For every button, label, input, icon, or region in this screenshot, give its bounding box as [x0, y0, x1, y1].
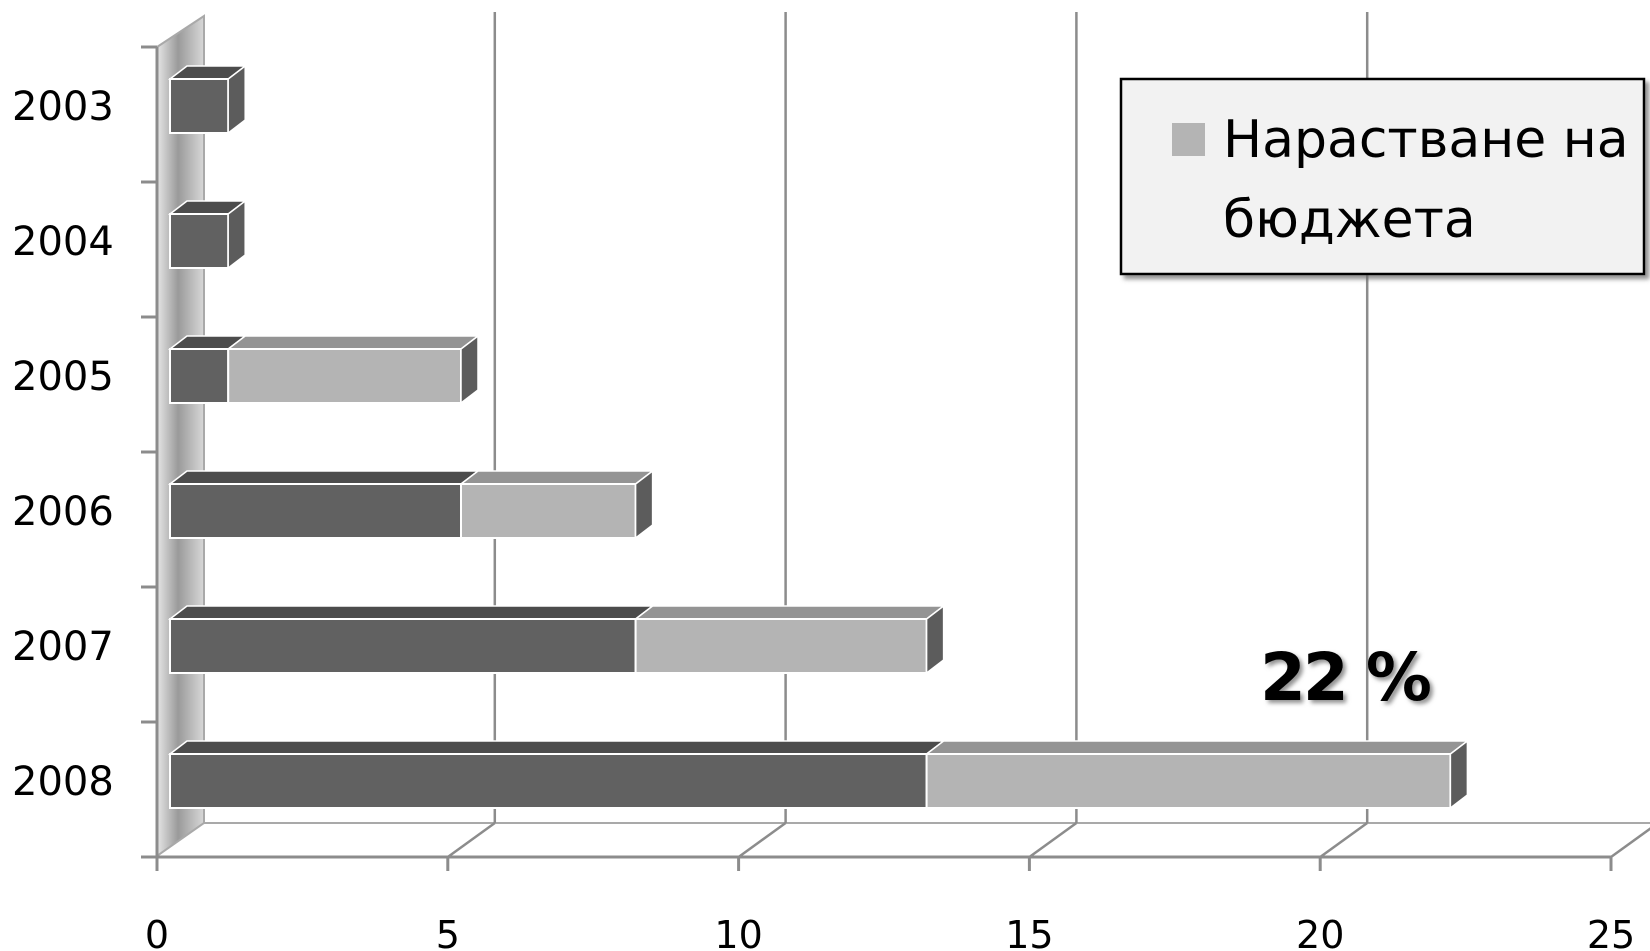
bar-side-face — [227, 64, 246, 135]
x-tick-label: 25 — [1587, 913, 1635, 951]
x-tick-label: 5 — [436, 913, 460, 951]
y-tick-label: 2008 — [12, 759, 114, 805]
bars — [167, 64, 1470, 810]
bar-segment — [169, 618, 637, 674]
bar-segment — [634, 618, 928, 674]
bar-top-face — [458, 470, 655, 485]
bar-top-face — [167, 740, 946, 755]
bar-segment — [169, 213, 230, 269]
floor-gridline — [1028, 821, 1078, 859]
y-tick-label: 2007 — [12, 624, 114, 670]
bar-top-face — [225, 335, 481, 350]
bar-segment — [169, 483, 462, 539]
legend: Нарастване на бюджета — [1119, 77, 1646, 276]
y-tick-label: 2004 — [12, 219, 114, 265]
bar-segment — [460, 483, 637, 539]
x-tick-label: 10 — [714, 913, 762, 951]
bar-segment — [169, 348, 230, 404]
floor-gridline — [737, 821, 787, 859]
growth-annotation: 22 % — [1260, 639, 1431, 716]
bar-segment — [925, 753, 1452, 809]
y-axis-labels: 2003 2004 2005 2006 2007 2008 — [12, 84, 114, 805]
bar-top-face — [633, 605, 946, 620]
y-tick-marks — [141, 45, 157, 859]
bar-side-face — [634, 469, 654, 540]
gridlines — [493, 12, 1369, 823]
bar-top-face — [167, 605, 655, 620]
floor-gridline — [447, 821, 496, 859]
bar-segment — [169, 753, 928, 809]
bar-top-face — [167, 470, 481, 485]
y-tick-label: 2006 — [12, 489, 114, 535]
x-tick-label: 0 — [145, 913, 169, 951]
bar-side-face — [460, 334, 479, 405]
x-axis-labels: 0 5 10 15 20 25 — [145, 913, 1635, 951]
floor-gridline — [1319, 821, 1368, 859]
legend-box — [1119, 77, 1646, 276]
legend-swatch — [1172, 123, 1205, 156]
legend-label-line1: Нарастване на — [1223, 110, 1629, 170]
x-tick-marks — [155, 857, 1613, 871]
x-tick-label: 15 — [1005, 913, 1053, 951]
legend-label-line2: бюджета — [1223, 190, 1476, 250]
bar-segment — [169, 78, 230, 134]
bar-side-face — [227, 199, 246, 270]
y-tick-label: 2003 — [12, 84, 114, 130]
left-wall — [156, 14, 205, 858]
x-tick-label: 20 — [1296, 913, 1344, 951]
bar-top-face — [924, 740, 1470, 755]
y-tick-label: 2005 — [12, 354, 114, 400]
bar-segment — [227, 348, 462, 404]
bar-side-face — [1449, 739, 1469, 810]
floor-ticks — [447, 821, 1650, 859]
bar-side-face — [925, 604, 945, 675]
floor-gridline — [1610, 827, 1650, 859]
